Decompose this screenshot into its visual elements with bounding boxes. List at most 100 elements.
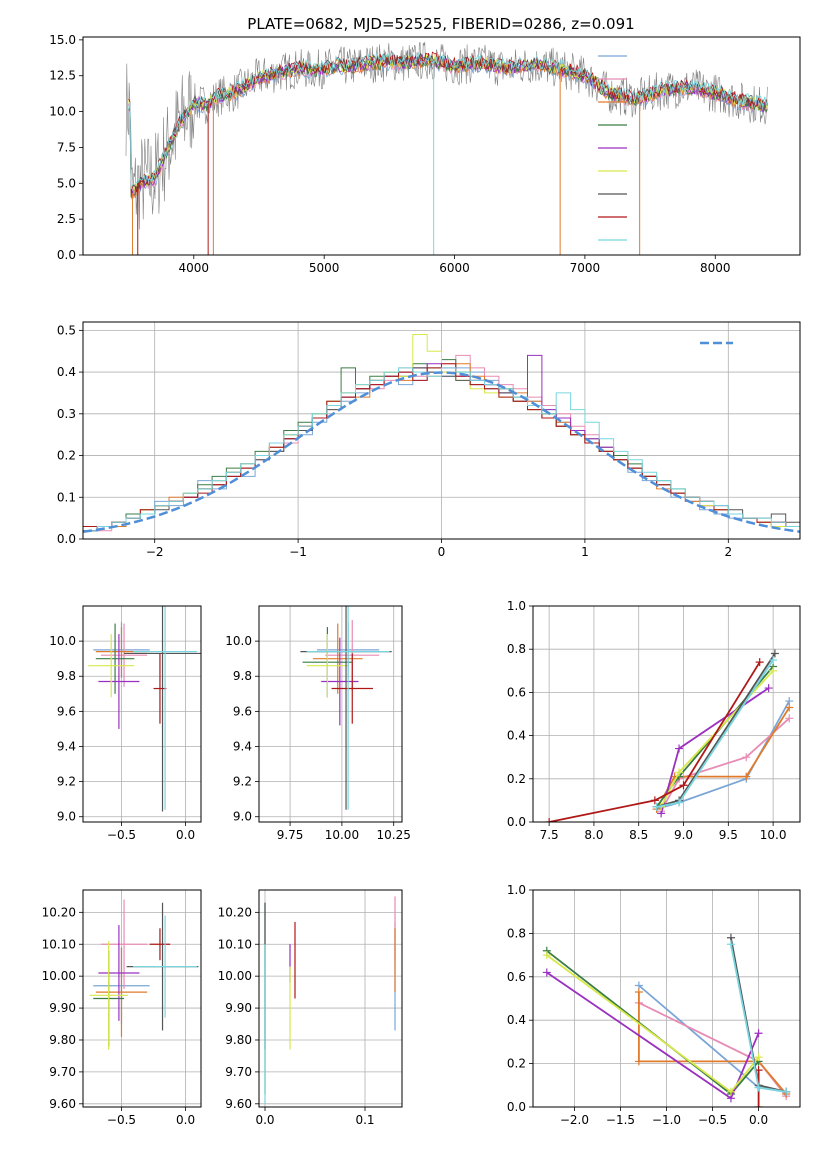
axes-frame (532, 889, 801, 1108)
weight-marker-SS (679, 781, 688, 790)
weight-marker-KE (726, 1087, 735, 1096)
y-tick-label: 9.8 (57, 669, 76, 683)
y-tick-label: 12.5 (49, 69, 76, 83)
x-tick-label: 0.0 (176, 828, 195, 842)
y-tick-label: 2.5 (57, 212, 76, 226)
x-tick-label: 2 (724, 545, 732, 559)
weight-marker-SE (754, 1029, 763, 1038)
y-tick-label: 10.00 (218, 969, 252, 983)
y-tick-label: 0.0 (57, 248, 76, 262)
y-tick-label: 0.4 (507, 1013, 526, 1027)
x-tick-label: −1.5 (606, 1113, 635, 1127)
y-tick-label: 0.1 (57, 490, 76, 504)
weight-marker-KE (542, 951, 551, 960)
y-tick-label: 0.8 (507, 926, 526, 940)
x-tick-label: 0.0 (176, 1113, 195, 1127)
x-tick-label: 8000 (700, 261, 731, 275)
y-tick-label: 9.6 (57, 704, 76, 718)
errorbars (88, 606, 201, 812)
chart-layer: 4000 5000 6000 7000 80000.02.55.07.510.012.5… (42, 33, 801, 1127)
weight-line-SS (548, 661, 761, 822)
x-tick-label: 7000 (570, 261, 601, 275)
x-tick-label: 9.75 (277, 828, 304, 842)
x-tick-label: 10.0 (760, 828, 787, 842)
weight-marker-SE (764, 684, 773, 693)
y-tick-label: 0.8 (507, 642, 526, 656)
weight-marker-SM (742, 753, 751, 762)
axes-frame (532, 605, 801, 823)
axes-frame (82, 605, 202, 823)
y-tick-label: 9.80 (225, 1033, 252, 1047)
y-tick-label: 7.5 (57, 140, 76, 154)
weight-marker-SS (754, 1103, 763, 1107)
y-tick-label: 9.0 (57, 810, 76, 824)
weight-line-CE (546, 950, 760, 1096)
weight-line-SM (660, 717, 790, 812)
y-tick-label: 10.0 (49, 634, 76, 648)
errorbars (89, 899, 199, 1050)
weight-marker-KM (634, 987, 643, 996)
y-tick-label: 0.6 (507, 685, 526, 699)
model-spectrum-CE (128, 54, 768, 196)
y-tick-label: 9.80 (49, 1033, 76, 1047)
panel-weight-vs-age: 7.5 8.0 8.5 9.0 9.5 10.0 0.0 0.2 0.4 0.6 0.8 1.0 (507, 599, 801, 842)
axes-frame (82, 321, 801, 540)
x-tick-label: 0.1 (355, 1113, 374, 1127)
observed-spectrum (125, 41, 768, 230)
weight-marker-KM (634, 1057, 643, 1066)
weight-marker-KS (726, 940, 735, 949)
y-tick-label: 9.2 (233, 775, 252, 789)
errorbars (300, 606, 392, 810)
y-tick-label: 9.6 (233, 704, 252, 718)
y-tick-label: 9.60 (49, 1097, 76, 1111)
x-tick-label: −2.0 (560, 1113, 589, 1127)
x-tick-label: 5000 (309, 261, 340, 275)
model-spectrum-CM (128, 56, 768, 201)
x-tick-label: 0.0 (255, 1113, 274, 1127)
y-tick-label: 10.00 (42, 969, 76, 983)
weight-lines (542, 933, 791, 1107)
model-spectrum-SM (128, 55, 768, 199)
y-tick-label: 9.90 (49, 1001, 76, 1015)
errorbars (264, 896, 396, 1104)
weight-marker-KE (675, 768, 684, 777)
weight-marker-KS (754, 1083, 763, 1092)
weight-marker-KS (769, 656, 778, 664)
y-tick-label: 9.0 (233, 810, 252, 824)
weight-marker-KS (782, 1087, 791, 1096)
panel-weight-vs-Z: −2.0 −1.5 −1.0 −0.5 0.0 0.0 0.2 0.4 0.6 0.8 1.0 (507, 883, 801, 1127)
weight-lines (545, 649, 794, 822)
y-tick-label: 1.0 (507, 599, 526, 613)
x-tick-label: −0.5 (107, 1113, 136, 1127)
weight-marker-SS (545, 818, 554, 822)
weight-line-KE (660, 670, 774, 808)
model-spectrum-SS (128, 51, 768, 193)
y-tick-label: 0.0 (57, 532, 76, 546)
y-tick-label: 9.4 (57, 739, 76, 753)
y-tick-label: 9.70 (49, 1065, 76, 1079)
panel-spectrum: 4000 5000 6000 7000 8000 0.0 2.5 5.0 7.5 10.0 12.5… (49, 33, 801, 275)
weight-marker-KE (754, 1053, 763, 1062)
weight-marker-KE (769, 666, 778, 675)
weight-marker-SS (755, 658, 764, 667)
axes-frame (82, 36, 801, 256)
model-spectrum-KM (128, 55, 768, 198)
weight-marker-KM (742, 772, 751, 781)
x-tick-label: 1 (581, 545, 589, 559)
figure-title: PLATE=0682, MJD=52525, FIBERID=0286, z=0… (247, 15, 634, 33)
y-tick-label: 0.6 (507, 970, 526, 984)
model-spectrum-KE (128, 53, 768, 197)
weight-line-SE (546, 971, 760, 1100)
y-tick-label: 9.2 (57, 775, 76, 789)
y-tick-label: 0.0 (507, 1100, 526, 1114)
weight-marker-KS (675, 798, 684, 807)
y-tick-label: 10.0 (225, 634, 252, 648)
weight-marker-SS (650, 796, 659, 805)
weight-marker-KS (652, 802, 661, 811)
x-tick-label: −0.5 (698, 1113, 727, 1127)
weight-line-CM (656, 700, 790, 810)
x-tick-label: −2 (146, 545, 164, 559)
x-tick-label: 4000 (179, 261, 210, 275)
y-tick-label: 0.0 (507, 815, 526, 829)
y-tick-label: 10.0 (49, 105, 76, 119)
